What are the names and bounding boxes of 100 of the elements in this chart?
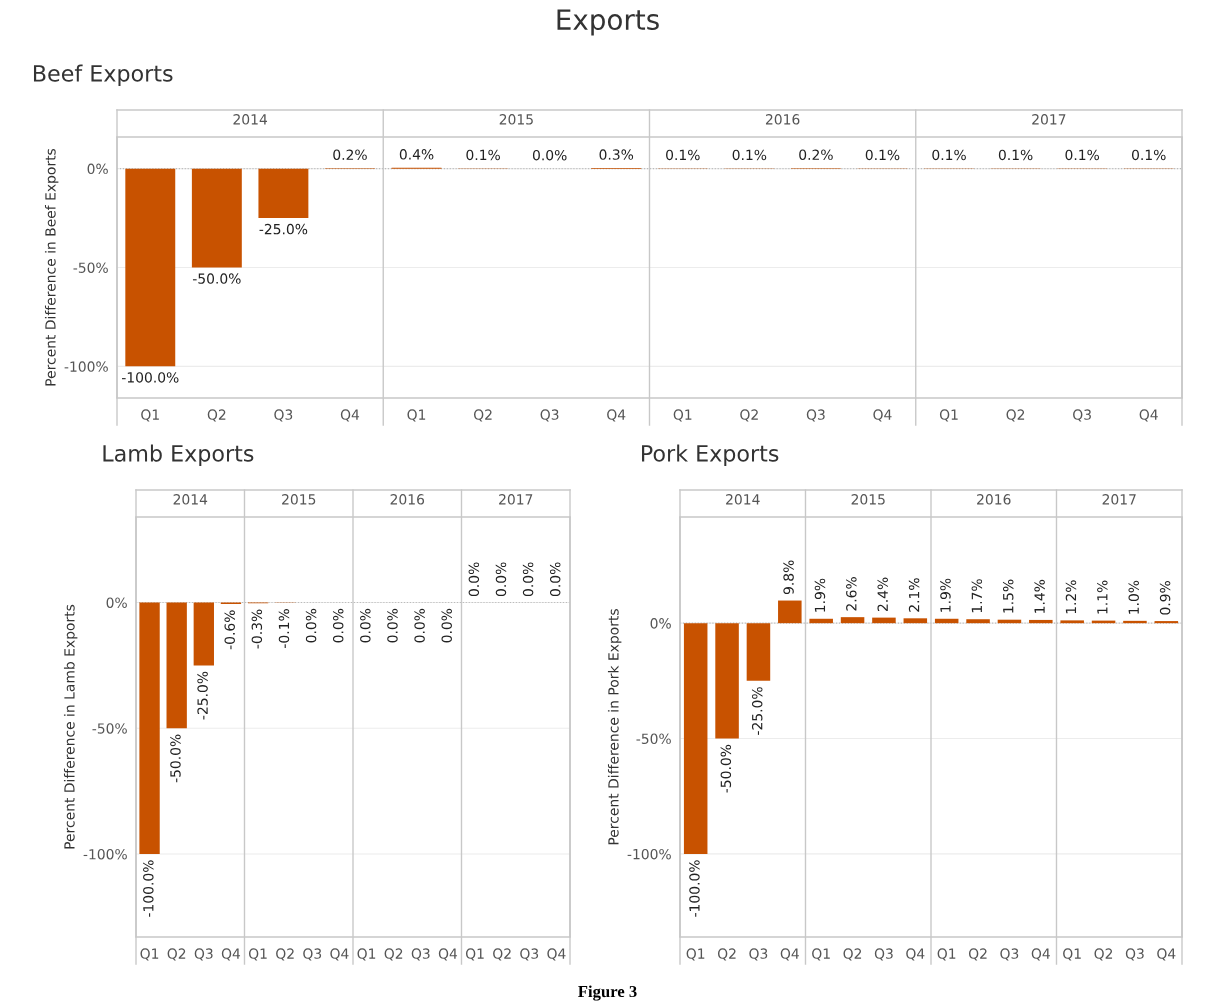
x-tick-label: Q4 bbox=[780, 948, 799, 961]
y-tick-label: -50% bbox=[636, 733, 671, 745]
bar bbox=[683, 623, 708, 854]
data-label: 0.2% bbox=[799, 149, 833, 160]
y-tick-label: -50% bbox=[73, 262, 108, 273]
x2-tick-label: 2014 bbox=[173, 494, 208, 505]
x2-tick-label: 2015 bbox=[282, 494, 316, 505]
x2-tick-label: 2016 bbox=[977, 494, 1011, 505]
x2-tick-label: 2017 bbox=[1032, 114, 1066, 125]
x-tick-label: Q3 bbox=[520, 948, 539, 961]
x-tick-label: Q2 bbox=[740, 409, 758, 422]
x-tick-label: Q4 bbox=[1157, 948, 1176, 961]
x-tick-label: Q2 bbox=[843, 948, 862, 961]
x-tick-label: Q2 bbox=[1006, 409, 1025, 422]
data-label: -100.0% bbox=[689, 860, 700, 917]
x-tick-label: Q3 bbox=[540, 409, 559, 422]
data-label: 0.1% bbox=[998, 149, 1033, 161]
data-label: 1.9% bbox=[814, 578, 826, 612]
y-tick-label: 0% bbox=[650, 618, 671, 629]
y-tick-label: -50% bbox=[92, 723, 127, 734]
x-tick-label: Q2 bbox=[493, 948, 511, 961]
x-tick-label: Q2 bbox=[1094, 948, 1113, 961]
x-tick-label: Q2 bbox=[207, 409, 226, 422]
data-label: -100.0% bbox=[121, 372, 179, 383]
x-tick-label: Q2 bbox=[276, 948, 294, 961]
data-label: 0.1% bbox=[1131, 149, 1166, 161]
data-label: -50.0% bbox=[192, 273, 241, 284]
x-tick-label: Q2 bbox=[167, 948, 186, 961]
x-tick-label: Q4 bbox=[340, 409, 360, 422]
x-tick-label: Q3 bbox=[194, 948, 213, 961]
x2-tick-label: 2014 bbox=[233, 114, 268, 125]
x2-tick-label: 2015 bbox=[851, 494, 885, 505]
data-label: 0.0% bbox=[332, 608, 344, 643]
x-tick-label: Q2 bbox=[717, 948, 736, 961]
x2-tick-label: 2015 bbox=[499, 114, 533, 125]
bar bbox=[840, 617, 865, 624]
data-label: -100.0% bbox=[143, 860, 154, 917]
x-tick-label: Q3 bbox=[806, 409, 825, 422]
bar bbox=[778, 600, 802, 624]
data-label: 9.8% bbox=[783, 560, 794, 595]
bar bbox=[1060, 620, 1084, 624]
data-label: 0.1% bbox=[932, 149, 966, 161]
bar bbox=[715, 623, 739, 739]
bar bbox=[966, 619, 990, 624]
data-label: 1.1% bbox=[1097, 580, 1108, 614]
data-label: -0.1% bbox=[278, 609, 290, 648]
data-label: 0.1% bbox=[865, 149, 900, 161]
data-label: 0.1% bbox=[732, 149, 767, 161]
data-label: 2.6% bbox=[846, 577, 857, 611]
bar bbox=[872, 617, 896, 624]
data-label: 0.0% bbox=[522, 562, 534, 597]
x-tick-label: Q4 bbox=[1031, 948, 1050, 961]
data-label: -0.6% bbox=[224, 610, 235, 650]
x-tick-label: Q1 bbox=[140, 948, 159, 961]
x2-tick-label: 2017 bbox=[499, 494, 533, 505]
x-tick-label: Q3 bbox=[1073, 409, 1091, 422]
x2-tick-label: 2016 bbox=[765, 114, 800, 125]
data-label: 0.0% bbox=[532, 149, 567, 161]
y-tick-label: -100% bbox=[64, 361, 108, 372]
y-tick-label: -100% bbox=[83, 848, 127, 860]
x-tick-label: Q3 bbox=[1000, 948, 1019, 961]
x-tick-label: Q3 bbox=[749, 948, 768, 961]
caption: Figure 3 bbox=[578, 985, 637, 1001]
chart-title: Beef Exports bbox=[33, 64, 173, 87]
x-tick-label: Q1 bbox=[673, 409, 692, 422]
data-label: -25.0% bbox=[197, 671, 208, 720]
y-tick-label: 0% bbox=[87, 163, 108, 175]
bar bbox=[746, 623, 771, 681]
data-label: 0.0% bbox=[387, 608, 398, 643]
data-label: 0.0% bbox=[414, 608, 425, 643]
data-label: 1.0% bbox=[1128, 580, 1139, 614]
x-tick-label: Q4 bbox=[330, 948, 349, 961]
data-label: 0.4% bbox=[399, 149, 434, 160]
y-axis-title: Percent Difference in Beef Exports bbox=[44, 148, 59, 386]
x-tick-label: Q1 bbox=[141, 409, 159, 422]
data-label: -25.0% bbox=[259, 223, 308, 235]
x-tick-label: Q1 bbox=[1063, 948, 1081, 961]
data-label: 2.1% bbox=[908, 578, 920, 612]
data-label: 0.1% bbox=[1065, 149, 1100, 161]
text: Exports bbox=[557, 9, 659, 36]
data-label: -50.0% bbox=[720, 744, 732, 793]
data-label: 0.3% bbox=[599, 149, 634, 160]
y-axis-title: Percent Difference in Pork Exports bbox=[607, 609, 622, 845]
data-label: 1.4% bbox=[1034, 579, 1045, 613]
bar bbox=[1029, 619, 1053, 624]
x-tick-label: Q3 bbox=[303, 948, 322, 961]
x-tick-label: Q3 bbox=[274, 409, 293, 422]
data-label: 1.2% bbox=[1065, 580, 1077, 614]
x-tick-label: Q2 bbox=[384, 948, 403, 961]
data-label: -0.3% bbox=[251, 609, 263, 649]
data-label: 0.9% bbox=[1159, 581, 1171, 615]
data-label: 0.0% bbox=[549, 562, 561, 597]
data-label: 1.5% bbox=[1002, 579, 1014, 613]
bar bbox=[903, 618, 928, 624]
bar bbox=[809, 618, 833, 624]
x-tick-label: Q1 bbox=[357, 948, 376, 961]
data-label: 0.1% bbox=[666, 149, 700, 161]
x-tick-label: Q1 bbox=[248, 948, 267, 961]
data-label: 0.0% bbox=[360, 608, 371, 643]
x2-tick-label: 2016 bbox=[390, 494, 425, 505]
